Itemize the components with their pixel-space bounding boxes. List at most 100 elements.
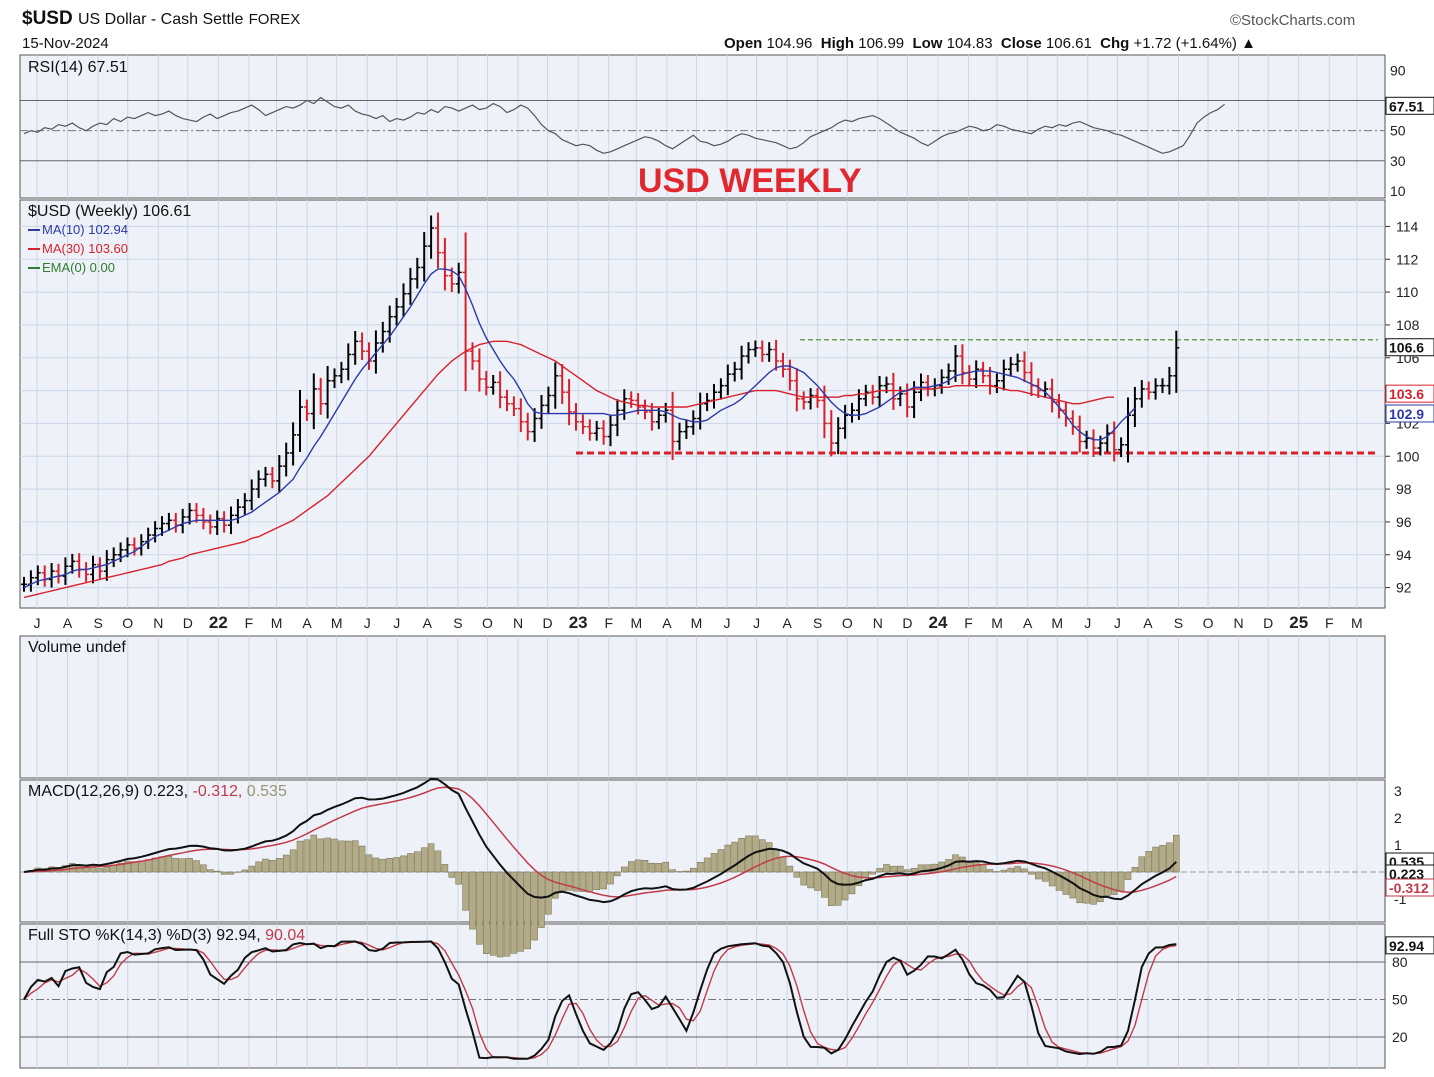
macd-hist-bar [124, 860, 131, 873]
macd-hist-bar [986, 869, 994, 873]
rsi-line [23, 96, 1225, 154]
macd-tag: 0.223 [1389, 866, 1424, 882]
macd-hist-bar [1090, 871, 1097, 905]
ma10-line [23, 268, 1136, 589]
sto-tick-label: 20 [1392, 1029, 1408, 1045]
macd-hist-bar [1166, 842, 1173, 873]
price-legend: $USD (Weekly) 106.61 [28, 203, 191, 220]
macd-hist-bar [372, 857, 380, 873]
macd-hist-bar [524, 871, 531, 950]
macd-hist-bar [821, 871, 828, 898]
price-tick-label: 98 [1396, 481, 1412, 497]
macd-hist-bar [407, 853, 414, 873]
macd-hist-bar [814, 871, 821, 891]
macd-hist-bar [262, 858, 269, 873]
ma10-tag-box [1385, 404, 1434, 423]
macd-hist-bar [241, 869, 249, 873]
macd-hist-bar [731, 841, 738, 873]
x-tick-label: M [991, 615, 1003, 631]
x-tick-label: A [302, 615, 312, 631]
x-tick-label: A [1023, 615, 1033, 631]
macd-hist-bar [414, 851, 421, 873]
macd-hist-bar [282, 854, 290, 873]
sto-tick-label: 50 [1392, 992, 1408, 1008]
macd-hist-bar [717, 849, 725, 873]
x-tick-label: D [543, 615, 553, 631]
sto-tick-label: 80 [1392, 954, 1408, 970]
last-price-tag: 106.6 [1389, 340, 1424, 356]
macd-hist-bar [614, 871, 621, 877]
macd-hist-bar [303, 839, 311, 873]
macd-hist-bar [696, 862, 704, 873]
x-tick-label: A [423, 615, 433, 631]
sto-legend: Full STO %K(14,3) %D(3) 92.94, 90.04 [28, 927, 305, 944]
macd-hist-bar [565, 871, 573, 891]
x-tick-label: S [453, 615, 462, 631]
macd-hist-bar [338, 840, 345, 873]
macd-hist-bar [759, 839, 766, 873]
macd-hist-bar [579, 871, 587, 892]
macd-tick-label: 1 [1394, 837, 1402, 853]
macd-hist-bar [269, 859, 276, 873]
sto-k-line [23, 940, 1177, 1060]
macd-hist-bar [200, 864, 207, 873]
macd-hist-bar [496, 871, 504, 958]
macd-hist-bar [220, 871, 228, 875]
sto-tag-box [1385, 936, 1434, 955]
macd-hist-bar [634, 859, 642, 873]
macd-hist-bar [545, 871, 552, 915]
macd-hist-bar [255, 861, 262, 873]
macd-hist-bar [1159, 845, 1166, 873]
macd-hist-bar [869, 871, 876, 875]
macd-hist-bar [607, 871, 614, 885]
x-tick-label: A [1143, 615, 1153, 631]
macd-hist-bar [641, 860, 649, 873]
macd-hist-bar [144, 859, 152, 873]
macd-hist-bar [317, 838, 324, 873]
macd-hist-bar [807, 871, 814, 889]
macd-hist-bar [503, 871, 511, 957]
macd-hist-bar [765, 842, 773, 873]
macd-hist-bar [420, 847, 428, 873]
macd-hist-bar [710, 853, 718, 873]
macd-hist-bar [572, 871, 580, 892]
instrument-name: US Dollar - Cash Settle [77, 11, 244, 28]
macd-hist-bar [662, 861, 669, 873]
x-tick-label: F [604, 615, 613, 631]
macd-hist-bar [786, 865, 794, 873]
macd-hist-bar [96, 868, 104, 873]
ma30-legend: MA(30) 103.60 [42, 241, 128, 256]
macd-hist-bar [600, 871, 607, 890]
macd-hist-bar [738, 838, 745, 873]
macd-hist-bar [690, 867, 697, 873]
macd-hist-bar [621, 866, 628, 873]
macd-hist-bar [1117, 871, 1125, 892]
macd-hist-bar [552, 871, 559, 899]
macd-hist-bar [455, 871, 462, 885]
x-tick-label: O [482, 615, 493, 631]
macd-hist-bar [103, 866, 111, 873]
macd-legend: MACD(12,26,9) 0.223, -0.312, 0.535 [28, 783, 287, 800]
macd-hist-bar [1035, 871, 1042, 880]
x-tick-label: J [1114, 615, 1121, 631]
macd-hist-bar [345, 840, 352, 873]
macd-hist-bar [227, 871, 235, 875]
ma10-tag: 102.9 [1389, 406, 1424, 422]
x-tick-label: O [1203, 615, 1214, 631]
x-tick-label: 22 [209, 613, 228, 632]
macd-hist-bar [510, 871, 518, 954]
panel-rsi [19, 54, 1386, 199]
macd-hist-bar [855, 871, 863, 887]
x-tick-label: D [1263, 615, 1273, 631]
x-tick-label: J [753, 615, 760, 631]
sto-tag: 92.94 [1389, 938, 1424, 954]
macd-hist-bar [462, 871, 469, 911]
macd-hist-bar [1021, 868, 1028, 873]
x-tick-label: N [1234, 615, 1244, 631]
macd-hist-bar [1041, 871, 1049, 882]
x-tick-label: A [662, 615, 672, 631]
x-tick-label: J [724, 615, 731, 631]
x-tick-label: A [63, 615, 73, 631]
macd-hist-bar [1104, 871, 1111, 896]
x-tick-label: S [1174, 615, 1183, 631]
